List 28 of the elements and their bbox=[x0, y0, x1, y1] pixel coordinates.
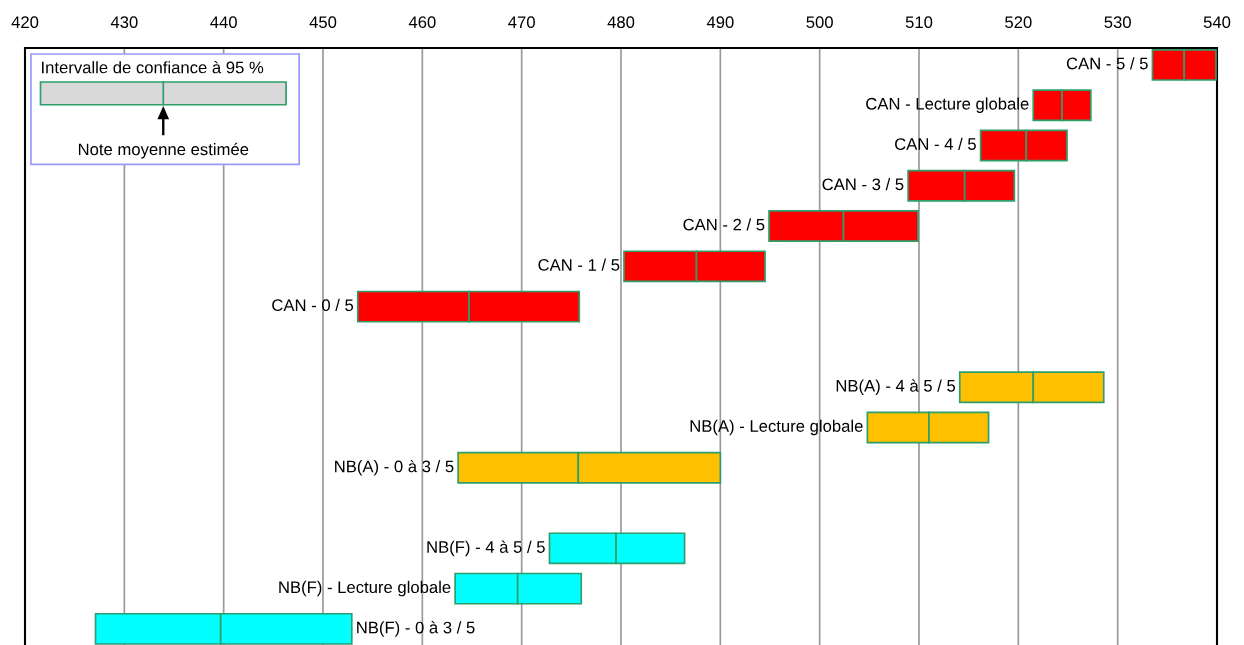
x-tick-label: 430 bbox=[110, 16, 138, 29]
x-tick-label: 480 bbox=[607, 16, 635, 29]
annotation: Intervalle de confiance à 95 % bbox=[42, 60, 264, 74]
y-tick-label: NB(F) - 4 à 5 / 5 bbox=[427, 540, 545, 557]
y-tick-label: CAN - 0 / 5 bbox=[272, 298, 354, 312]
x-tick-label: 520 bbox=[1005, 16, 1032, 29]
y-tick-label: CAN - 3 / 5 bbox=[822, 178, 904, 191]
x-tick-label: 540 bbox=[1203, 16, 1231, 29]
y-tick-label: CAN - Lecture globale bbox=[866, 97, 1029, 113]
y-tick-label: NB(F) - Lecture globale bbox=[279, 580, 451, 597]
x-tick-label: 470 bbox=[508, 16, 535, 29]
x-tick-label: 510 bbox=[905, 16, 933, 29]
x-tick-label: 530 bbox=[1104, 16, 1131, 29]
y-tick-label: CAN - 4 / 5 bbox=[895, 137, 976, 150]
y-tick-label: NB(A) - 4 à 5 / 5 bbox=[836, 379, 956, 396]
x-tick-label: 440 bbox=[210, 16, 237, 29]
y-tick-label: CAN - 2 / 5 bbox=[683, 218, 765, 231]
y-tick-label: NB(F) - 0 à 3 / 5 bbox=[357, 621, 475, 637]
y-tick-label: CAN - 1 / 5 bbox=[538, 258, 620, 271]
x-tick-label: 500 bbox=[806, 16, 833, 29]
x-tick-label: 460 bbox=[408, 16, 436, 29]
y-tick-label: NB(A) - 0 à 3 / 5 bbox=[335, 459, 454, 476]
annotation: Note moyenne estimée bbox=[78, 142, 249, 159]
x-tick-label: 490 bbox=[706, 16, 734, 29]
y-tick-label: NB(A) - Lecture globale bbox=[690, 419, 863, 436]
x-tick-label: 420 bbox=[11, 16, 39, 29]
x-tick-label: 450 bbox=[309, 16, 337, 29]
y-tick-label: CAN - 5 / 5 bbox=[1066, 57, 1148, 70]
